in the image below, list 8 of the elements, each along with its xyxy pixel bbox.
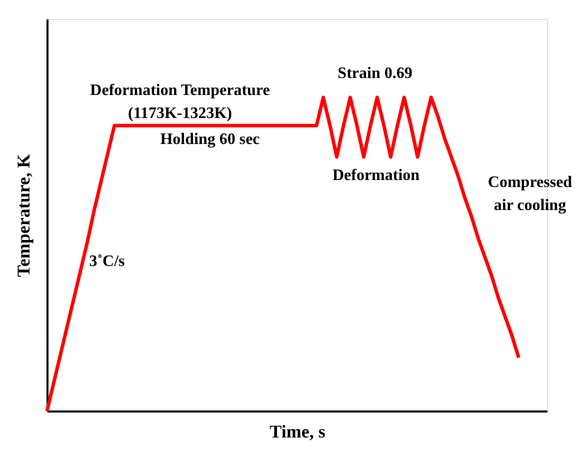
y-axis-title: Temperature, K [14, 154, 34, 277]
x-axis-title: Time, s [270, 422, 326, 442]
annotation: 3˚C/s [89, 253, 125, 270]
annotation: Deformation Temperature (1173K-1323K) [90, 82, 270, 122]
annotation: Deformation [332, 167, 420, 184]
annotation: Compressed air cooling [488, 174, 572, 214]
text: Strain 0.69 [338, 65, 412, 82]
annotation: Holding 60 sec [160, 131, 260, 148]
